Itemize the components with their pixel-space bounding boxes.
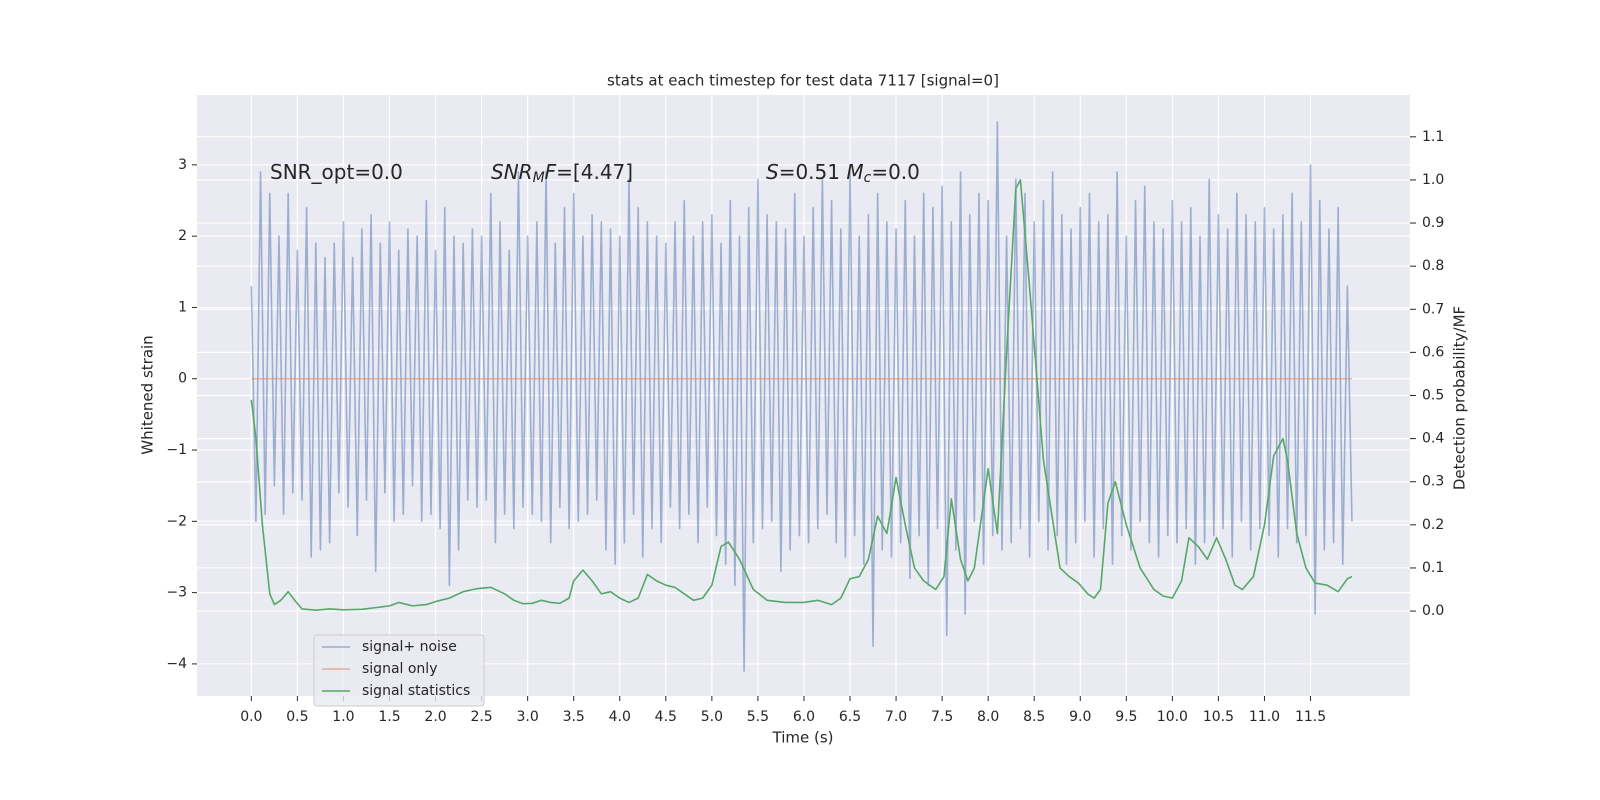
axes: 0.0 0.5 1.0 1.5 2.0 2.5 3.0 3.5 4.0 4.5 5.0 5.5 6.0 6…	[166, 129, 1444, 725]
annotation: S=0.51 Mc=0.0	[766, 160, 920, 187]
y2-tick-label: 1.0	[1422, 172, 1444, 188]
y-tick-label: −3	[166, 585, 187, 601]
y-tick-label: 0	[178, 371, 187, 387]
legend: signal+ noise signal only signal statistic…	[313, 634, 485, 707]
y2-tick-label: 0.7	[1422, 301, 1444, 317]
x-tick-label: 2.5	[470, 709, 492, 725]
y-tick-label: 2	[178, 228, 187, 244]
y2-tick-label: 0.4	[1422, 431, 1444, 447]
legend-label: signal+ noise	[362, 639, 457, 655]
annotation: SNRMF=[4.47]	[491, 160, 633, 187]
annotation-part: M	[846, 160, 863, 184]
annotation-part: c	[864, 170, 872, 186]
x-tick-label: 5.0	[701, 709, 723, 725]
x-tick-label: 10.0	[1157, 709, 1188, 725]
x-tick-label: 9.0	[1069, 709, 1091, 725]
annotation-part: =0.51	[779, 160, 847, 184]
y2-tick-label: 1.1	[1422, 129, 1444, 145]
x-tick-label: 7.0	[885, 709, 907, 725]
annotation-part: =[4.47]	[556, 160, 633, 184]
series-line	[250, 121, 1353, 672]
x-tick-label: 7.5	[931, 709, 953, 725]
x-tick-label: 9.5	[1115, 709, 1137, 725]
chart-title: stats at each timestep for test data 711…	[607, 72, 999, 90]
x-tick-label: 0.5	[286, 709, 308, 725]
y2-axis-label: Detection probability/MF	[1451, 306, 1469, 490]
x-tick-label: 8.5	[1023, 709, 1045, 725]
annotation-part: M	[533, 170, 545, 186]
x-tick-label: 5.5	[747, 709, 769, 725]
legend-box	[313, 634, 485, 707]
y2-tick-label: 0.2	[1422, 517, 1444, 533]
annotation: SNR_opt=0.0	[270, 160, 403, 184]
y-axis-label: Whitened strain	[139, 335, 157, 454]
x-tick-label: 6.5	[839, 709, 861, 725]
y2-tick-label: 0.0	[1422, 603, 1444, 619]
annotation-part: =0.0	[871, 160, 920, 184]
x-tick-label: 2.0	[424, 709, 446, 725]
x-tick-label: 8.0	[977, 709, 999, 725]
legend-label: signal statistics	[362, 683, 470, 699]
y-tick-label: −2	[166, 513, 187, 529]
x-tick-label: 3.0	[517, 709, 539, 725]
annotation-part: SNR	[491, 160, 533, 184]
x-tick-label: 11.0	[1249, 709, 1280, 725]
annotation-part: SNR_opt=0.0	[270, 160, 403, 184]
x-tick-label: 11.5	[1295, 709, 1326, 725]
y2-tick-label: 0.5	[1422, 388, 1444, 404]
y2-tick-label: 0.1	[1422, 560, 1444, 576]
x-tick-label: 0.0	[240, 709, 262, 725]
y2-tick-label: 0.3	[1422, 474, 1444, 490]
y-tick-label: −4	[166, 656, 187, 672]
x-tick-label: 4.0	[609, 709, 631, 725]
grid	[197, 95, 1410, 696]
x-tick-label: 10.5	[1203, 709, 1234, 725]
series-line	[250, 179, 1353, 611]
x-tick-label: 6.0	[793, 709, 815, 725]
x-tick-label: 1.0	[332, 709, 354, 725]
annotation-part: S	[766, 160, 779, 184]
x-tick-label: 4.5	[655, 709, 677, 725]
legend-label: signal only	[362, 661, 437, 677]
plot-lines	[250, 121, 1353, 672]
y2-tick-label: 0.9	[1422, 215, 1444, 231]
y2-tick-label: 0.8	[1422, 258, 1444, 274]
annotation-part: F	[545, 160, 557, 184]
y-tick-label: −1	[166, 442, 187, 458]
y2-tick-label: 0.6	[1422, 344, 1444, 360]
x-axis-label: Time (s)	[772, 729, 834, 747]
y-tick-label: 1	[178, 299, 187, 315]
x-tick-label: 3.5	[563, 709, 585, 725]
y-tick-label: 3	[178, 157, 187, 173]
x-tick-label: 1.5	[378, 709, 400, 725]
